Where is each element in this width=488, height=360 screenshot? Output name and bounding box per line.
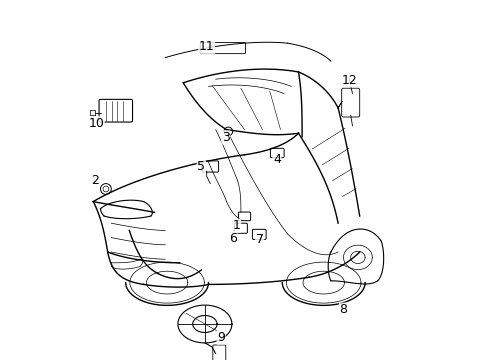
Text: 9: 9: [217, 331, 224, 344]
Text: 3: 3: [222, 131, 229, 144]
FancyBboxPatch shape: [202, 161, 218, 172]
FancyBboxPatch shape: [99, 99, 132, 122]
FancyBboxPatch shape: [238, 212, 250, 221]
FancyBboxPatch shape: [252, 229, 265, 239]
Text: 4: 4: [272, 153, 280, 166]
Text: 10: 10: [88, 117, 104, 130]
FancyBboxPatch shape: [270, 148, 284, 158]
Text: 1: 1: [232, 219, 240, 232]
Circle shape: [101, 184, 111, 194]
FancyBboxPatch shape: [200, 42, 245, 54]
Text: 11: 11: [199, 40, 214, 53]
Circle shape: [224, 127, 232, 136]
FancyBboxPatch shape: [341, 88, 359, 117]
FancyBboxPatch shape: [234, 223, 247, 233]
Circle shape: [103, 186, 108, 192]
Text: 7: 7: [255, 233, 263, 246]
Text: 6: 6: [228, 232, 236, 245]
Text: 12: 12: [341, 74, 357, 87]
Text: 8: 8: [339, 303, 347, 316]
FancyBboxPatch shape: [212, 345, 225, 360]
Text: 5: 5: [197, 160, 205, 173]
Text: 2: 2: [91, 174, 99, 187]
